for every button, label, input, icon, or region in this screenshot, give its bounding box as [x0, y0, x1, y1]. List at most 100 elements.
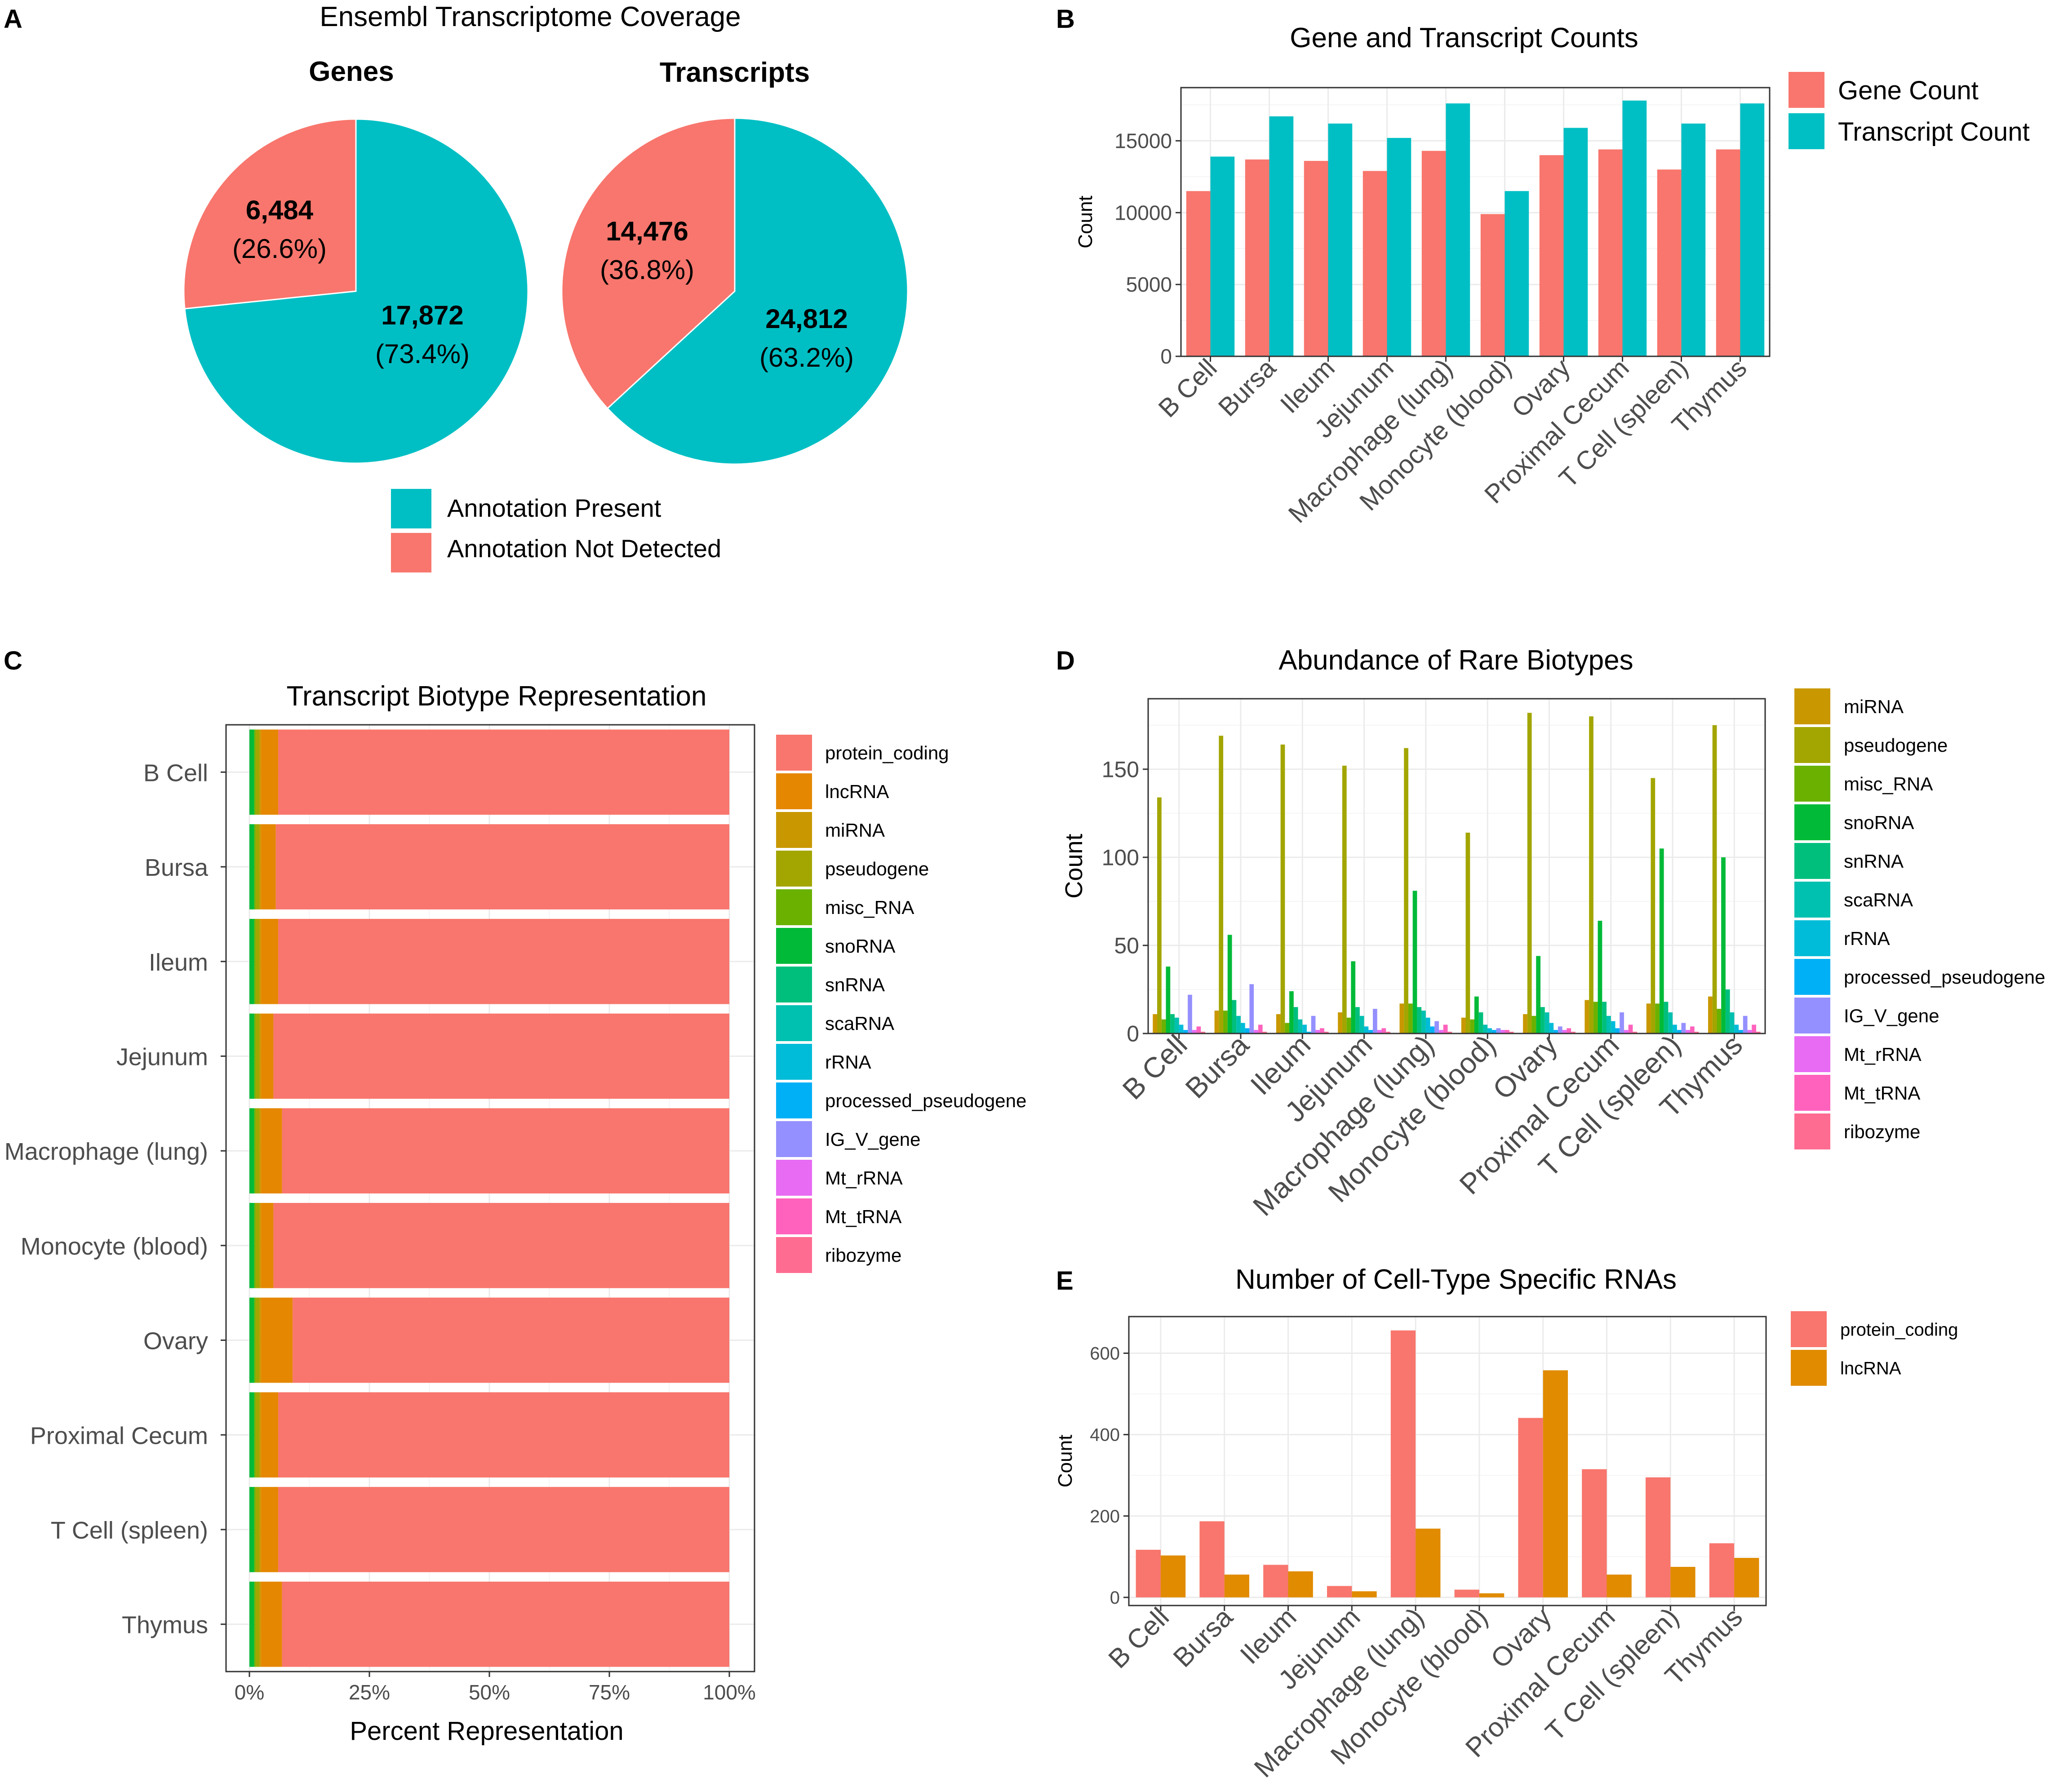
legend-swatch-pseudogene	[776, 851, 812, 887]
bar-mirna-ovary	[259, 1297, 261, 1383]
pie-genes-slice-annotation-not-detected	[183, 118, 357, 310]
legend-label-snorna: snoRNA	[1844, 812, 1914, 833]
bar-protein-coding-bursa	[1199, 1521, 1225, 1597]
legend-swatch-pseudogene	[1794, 727, 1830, 763]
x-tick-label: Bursa	[1167, 1601, 1239, 1673]
bar-gene-count-proximal-cecum	[1598, 149, 1623, 356]
bar-misc-rna-ileum	[1285, 1023, 1290, 1034]
bar-transcript-count-t-cell-spleen	[1681, 123, 1706, 356]
legend-label-mirna: miRNA	[825, 820, 885, 841]
bar-lncrna-proximal-cecum	[1607, 1575, 1632, 1597]
bar-processed-pseudogene-ileum	[1306, 1032, 1311, 1034]
bar-misc-rna-macrophage-lung	[1408, 1003, 1413, 1034]
bar-processed-pseudogene-bursa	[1245, 1028, 1250, 1034]
legend-label-pseudogene: pseudogene	[825, 858, 929, 879]
bar-snorna-b-cell	[249, 729, 254, 815]
legend-label-misc-rna: misc_RNA	[1844, 773, 1933, 794]
bar-misc-rna-jejunum	[254, 1013, 256, 1099]
bar-scarna-thymus	[1730, 1012, 1735, 1034]
bar-snorna-jejunum	[249, 1013, 254, 1099]
bar-processed-pseudogene-thymus	[1739, 1030, 1743, 1034]
bar-scarna-b-cell	[1174, 1017, 1179, 1034]
bar-lncrna-proximal-cecum	[261, 1392, 279, 1478]
bar-misc-rna-proximal-cecum	[1593, 1002, 1598, 1034]
bar-gene-count-ovary	[1539, 155, 1564, 356]
bar-misc-rna-t-cell-spleen	[1655, 1003, 1660, 1034]
y-axis-label: Count	[1074, 195, 1096, 248]
bar-mt-trna-bursa	[1258, 1025, 1263, 1034]
bar-snrna-ovary	[1540, 1007, 1545, 1034]
x-tick-label: Bursa	[1179, 1029, 1255, 1104]
bar-ig-v-gene-ileum	[1311, 1016, 1316, 1034]
legend-label-scarna: scaRNA	[1844, 889, 1913, 910]
legend-label-processed-pseudogene: processed_pseudogene	[1844, 967, 2045, 988]
bar-protein-coding-ileum	[1263, 1565, 1288, 1597]
bar-snrna-macrophage-lung	[1417, 1007, 1422, 1034]
bar-lncrna-ovary	[261, 1297, 293, 1383]
bar-transcript-count-thymus	[1740, 103, 1765, 357]
legend-label-mt-trna: Mt_tRNA	[1844, 1082, 1920, 1104]
legend-label-transcript-count: Transcript Count	[1838, 117, 2030, 146]
legend-label-processed-pseudogene: processed_pseudogene	[825, 1090, 1026, 1111]
y-tick-label: Jejunum	[116, 1043, 208, 1070]
bar-misc-rna-bursa	[1223, 1011, 1228, 1034]
pie-genes-count-label: 17,872	[381, 300, 464, 330]
legend-swatch-ig-v-gene	[1794, 998, 1830, 1034]
bar-mirna-macrophage-lung	[1399, 1003, 1404, 1034]
bar-processed-pseudogene-monocyte-blood	[1491, 1030, 1496, 1034]
bar-protein-coding-ileum	[278, 918, 729, 1004]
bar-mt-rrna-ovary	[1562, 1030, 1567, 1034]
bar-protein-coding-macrophage-lung	[282, 1108, 729, 1193]
bar-snorna-ovary	[1536, 956, 1540, 1034]
bar-snrna-ileum	[1293, 1007, 1298, 1034]
bar-snorna-ileum	[1289, 991, 1294, 1034]
bar-mt-rrna-bursa	[1254, 1030, 1258, 1034]
legend-swatch-snrna	[1794, 843, 1830, 879]
y-tick-label: 400	[1090, 1425, 1120, 1445]
y-tick-label: 0	[1160, 345, 1172, 368]
y-tick-label: 0	[1127, 1021, 1139, 1047]
legend-swatch-snorna	[776, 928, 812, 964]
bar-lncrna-macrophage-lung	[1416, 1528, 1441, 1597]
bar-scarna-macrophage-lung	[1421, 1011, 1426, 1034]
pie-transcripts-percent-label: (36.8%)	[600, 255, 694, 285]
bar-misc-rna-b-cell	[1161, 1019, 1166, 1034]
legend-label-snrna: snRNA	[825, 974, 885, 995]
y-tick-label: 150	[1102, 757, 1139, 782]
legend-swatch-mirna	[1794, 688, 1830, 724]
bar-mirna-jejunum	[259, 1013, 261, 1099]
bar-lncrna-thymus	[1734, 1558, 1759, 1597]
bar-mirna-jejunum	[1338, 1012, 1342, 1034]
bar-rrna-proximal-cecum	[1611, 1021, 1616, 1034]
legend-label-snorna: snoRNA	[825, 936, 895, 957]
legend-swatch-ribozyme	[1794, 1113, 1830, 1149]
legend-swatch-rrna	[1794, 920, 1830, 956]
bar-transcript-count-bursa	[1269, 116, 1294, 356]
legend-swatch-lncrna	[1791, 1350, 1827, 1386]
bar-pseudogene-thymus	[255, 1581, 260, 1667]
bar-protein-coding-b-cell	[278, 729, 729, 815]
y-tick-label: Thymus	[122, 1612, 208, 1639]
bar-mirna-monocyte-blood	[1461, 1017, 1466, 1034]
bar-ig-v-gene-b-cell	[1188, 994, 1192, 1034]
panel-a-pie-charts: Ensembl Transcriptome Coverage Genes Tra…	[183, 1, 909, 572]
legend-swatch-scarna	[1794, 882, 1830, 918]
bar-pseudogene-thymus	[1712, 725, 1717, 1034]
bar-snorna-macrophage-lung	[249, 1108, 254, 1193]
bar-mt-rrna-monocyte-blood	[1500, 1030, 1505, 1034]
bar-pseudogene-bursa	[255, 824, 260, 909]
bar-mt-rrna-t-cell-spleen	[1686, 1030, 1690, 1034]
bar-mirna-bursa	[1214, 1011, 1219, 1034]
bar-transcript-count-b-cell	[1210, 156, 1235, 356]
bar-mirna-b-cell	[259, 729, 261, 815]
bar-ig-v-gene-macrophage-lung	[1434, 1021, 1439, 1034]
bar-pseudogene-ileum	[255, 918, 260, 1004]
bar-ribozyme-b-cell	[1201, 1032, 1206, 1034]
bar-ribozyme-thymus	[1756, 1032, 1761, 1034]
bar-ig-v-gene-proximal-cecum	[1620, 1012, 1624, 1034]
bar-mirna-ileum	[259, 918, 261, 1004]
bar-mt-rrna-b-cell	[1192, 1030, 1197, 1034]
legend-label-pseudogene: pseudogene	[1844, 735, 1948, 756]
bar-misc-rna-monocyte-blood	[1470, 1019, 1474, 1034]
